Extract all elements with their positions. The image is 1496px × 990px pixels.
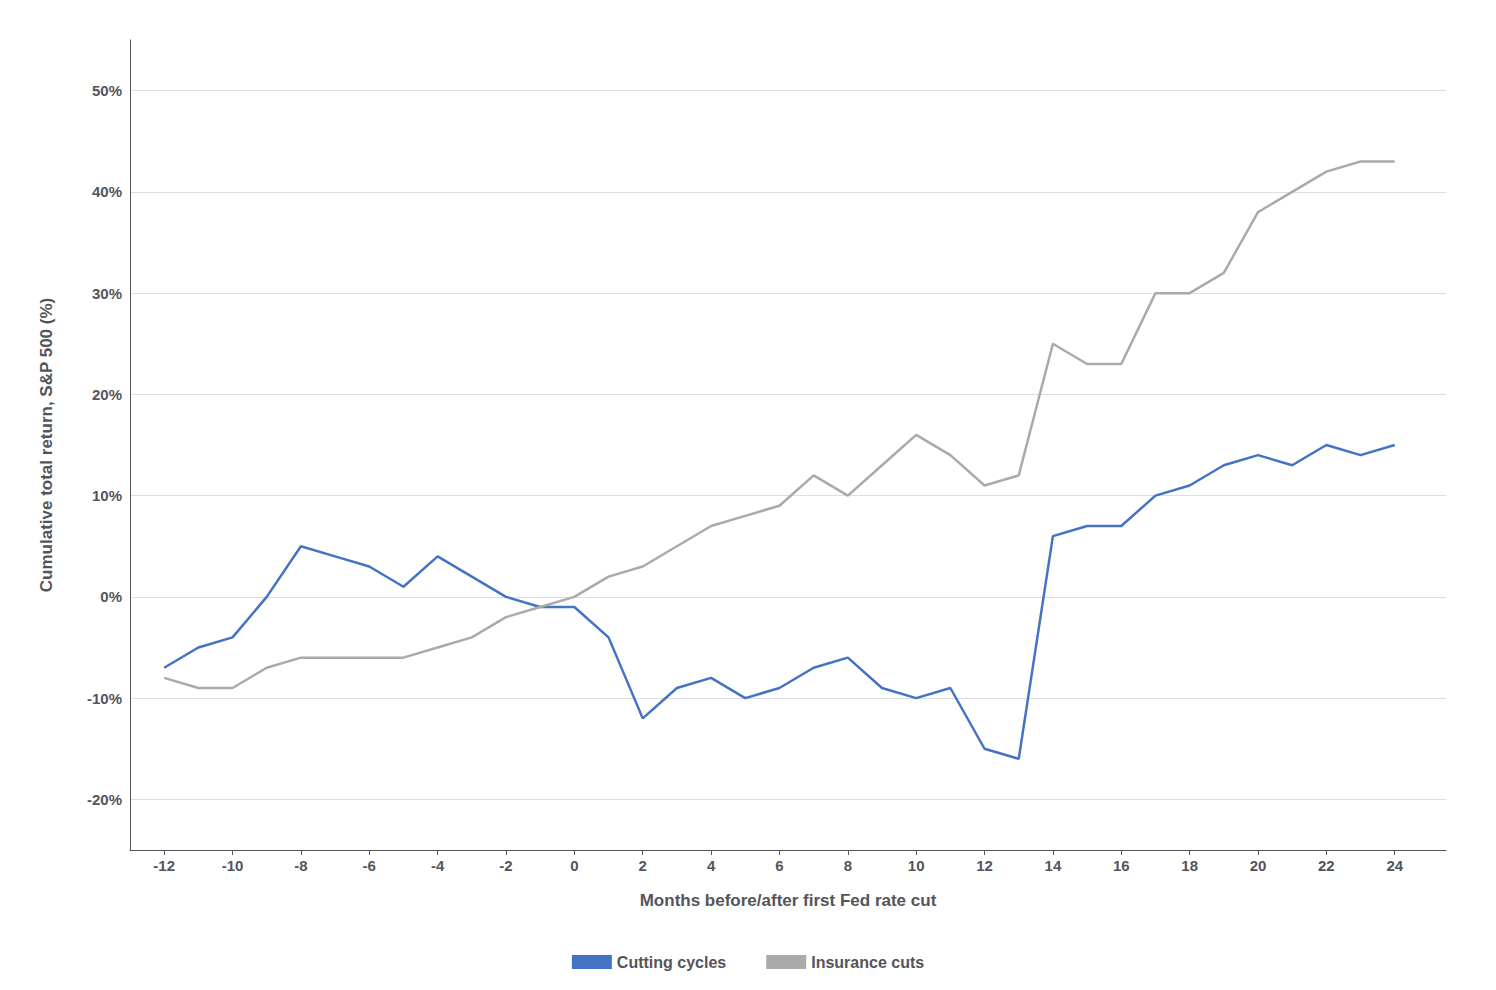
svg-text:10: 10 [908, 857, 925, 874]
svg-text:10%: 10% [92, 487, 122, 504]
svg-text:-8: -8 [294, 857, 307, 874]
svg-text:Months before/after first Fed: Months before/after first Fed rate cut [640, 891, 937, 910]
svg-text:4: 4 [707, 857, 716, 874]
svg-text:0: 0 [570, 857, 578, 874]
svg-text:-20%: -20% [87, 791, 122, 808]
svg-text:-10: -10 [222, 857, 244, 874]
svg-text:16: 16 [1113, 857, 1130, 874]
svg-text:Cumulative total return, S&P 5: Cumulative total return, S&P 500 (%) [37, 298, 56, 592]
svg-text:2: 2 [639, 857, 647, 874]
svg-text:8: 8 [844, 857, 852, 874]
svg-text:-2: -2 [499, 857, 512, 874]
svg-text:Cutting cycles: Cutting cycles [617, 954, 726, 971]
svg-text:18: 18 [1181, 857, 1198, 874]
svg-text:40%: 40% [92, 183, 122, 200]
svg-text:6: 6 [775, 857, 783, 874]
svg-text:Insurance cuts: Insurance cuts [811, 954, 924, 971]
svg-text:0%: 0% [100, 588, 122, 605]
svg-text:20%: 20% [92, 386, 122, 403]
svg-text:-6: -6 [363, 857, 376, 874]
svg-text:-4: -4 [431, 857, 445, 874]
svg-text:20: 20 [1250, 857, 1267, 874]
svg-text:14: 14 [1045, 857, 1062, 874]
svg-text:30%: 30% [92, 285, 122, 302]
svg-text:-12: -12 [153, 857, 175, 874]
svg-text:12: 12 [976, 857, 993, 874]
svg-text:-10%: -10% [87, 690, 122, 707]
svg-text:50%: 50% [92, 82, 122, 99]
svg-text:22: 22 [1318, 857, 1335, 874]
svg-text:24: 24 [1386, 857, 1403, 874]
